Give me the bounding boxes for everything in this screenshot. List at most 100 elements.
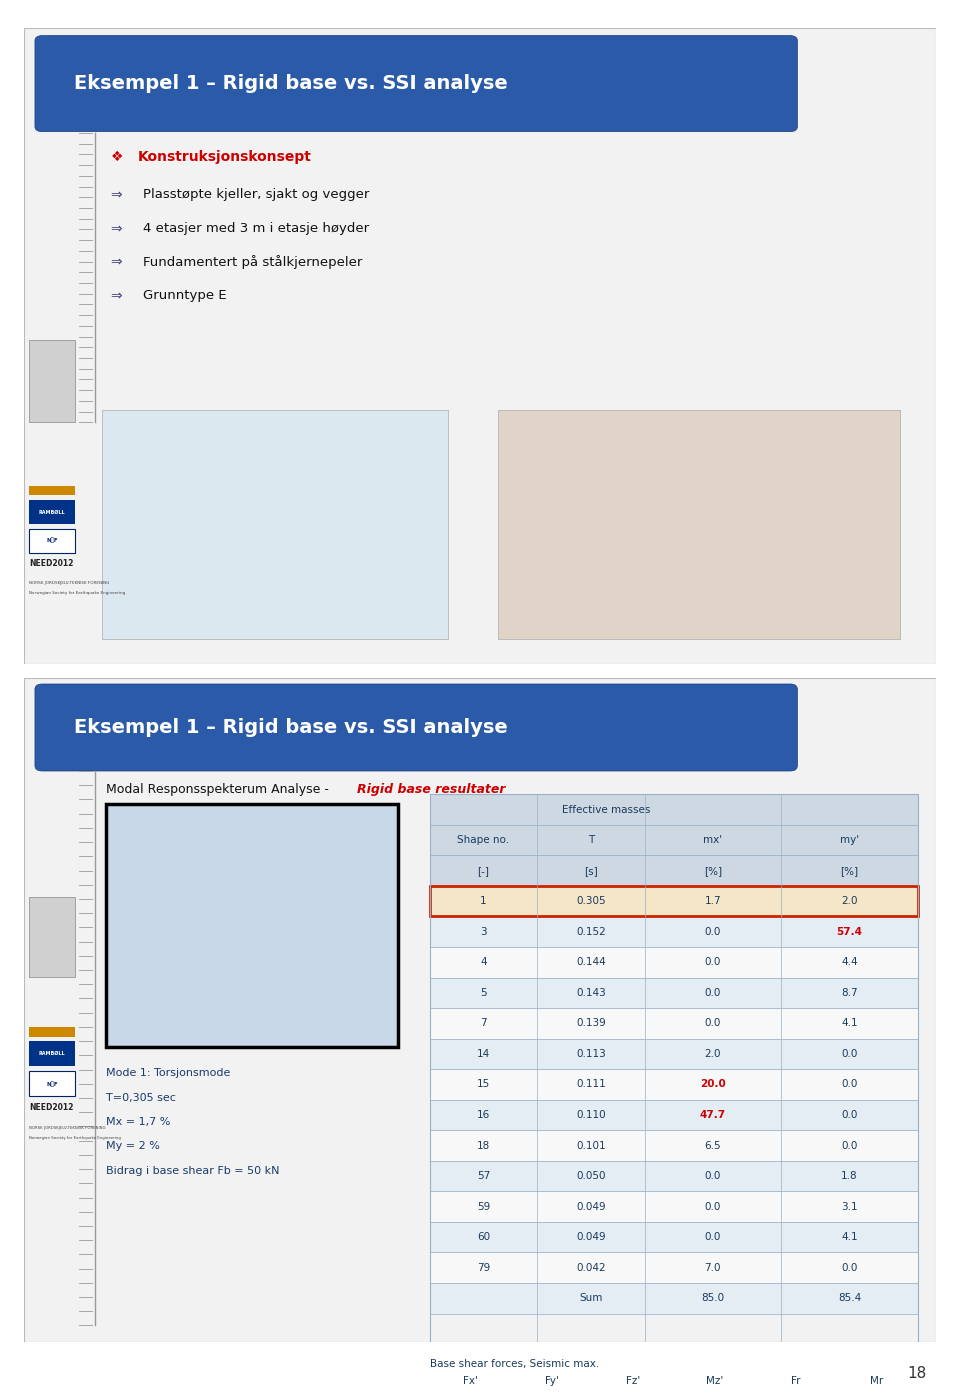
Text: 0.042: 0.042 <box>576 1262 606 1272</box>
Text: 18: 18 <box>477 1141 491 1151</box>
Text: 0.049: 0.049 <box>576 1232 606 1243</box>
Text: 0.0: 0.0 <box>705 1202 721 1212</box>
Text: 3: 3 <box>480 927 487 937</box>
FancyBboxPatch shape <box>30 1026 75 1037</box>
Text: 0.113: 0.113 <box>576 1048 606 1058</box>
Text: 4: 4 <box>480 958 487 967</box>
FancyBboxPatch shape <box>30 500 75 524</box>
Text: ⇒: ⇒ <box>110 187 122 201</box>
Text: Fundamentert på stålkjernepeler: Fundamentert på stålkjernepeler <box>142 254 362 268</box>
Text: Mx = 1,7 %: Mx = 1,7 % <box>106 1117 171 1127</box>
Text: Mr: Mr <box>871 1376 884 1385</box>
Text: Norwegian Society for Earthquake Engineering: Norwegian Society for Earthquake Enginee… <box>30 591 126 596</box>
FancyBboxPatch shape <box>430 1069 918 1100</box>
FancyBboxPatch shape <box>430 1008 918 1039</box>
FancyBboxPatch shape <box>430 856 918 886</box>
Text: 2.0: 2.0 <box>841 896 857 906</box>
Text: 1.7: 1.7 <box>705 896 721 906</box>
Text: 8.7: 8.7 <box>841 988 858 998</box>
FancyBboxPatch shape <box>430 1222 918 1253</box>
FancyBboxPatch shape <box>430 1253 918 1283</box>
Text: 57: 57 <box>477 1172 491 1181</box>
Text: 18: 18 <box>907 1366 926 1381</box>
FancyBboxPatch shape <box>35 35 798 131</box>
Text: Bidrag i base shear Fb = 50 kN: Bidrag i base shear Fb = 50 kN <box>106 1166 279 1176</box>
Text: 2.0: 2.0 <box>705 1048 721 1058</box>
FancyBboxPatch shape <box>24 28 936 664</box>
FancyBboxPatch shape <box>430 1191 918 1222</box>
Text: [s]: [s] <box>584 865 598 875</box>
Text: 4.1: 4.1 <box>841 1018 858 1029</box>
Text: Fr: Fr <box>791 1376 801 1385</box>
Text: 6.5: 6.5 <box>705 1141 721 1151</box>
Text: Eksempel 1 – Rigid base vs. SSI analyse: Eksempel 1 – Rigid base vs. SSI analyse <box>74 717 508 737</box>
Text: [%]: [%] <box>704 865 722 875</box>
Text: Sum: Sum <box>579 1293 603 1303</box>
Text: 47.7: 47.7 <box>700 1110 726 1120</box>
Text: Fx': Fx' <box>463 1376 478 1385</box>
FancyBboxPatch shape <box>430 1160 918 1191</box>
Text: Base shear forces, Seismic max.: Base shear forces, Seismic max. <box>430 1359 599 1369</box>
Text: 0.050: 0.050 <box>576 1172 606 1181</box>
Text: 20.0: 20.0 <box>700 1079 726 1089</box>
Text: 0.0: 0.0 <box>705 988 721 998</box>
Text: 85.0: 85.0 <box>701 1293 725 1303</box>
FancyBboxPatch shape <box>430 1395 918 1398</box>
Text: 0.0: 0.0 <box>705 1232 721 1243</box>
Text: 0.0: 0.0 <box>841 1262 857 1272</box>
Text: [%]: [%] <box>840 865 858 875</box>
Text: my': my' <box>840 835 859 844</box>
Text: Modal Responsspekterum Analyse -: Modal Responsspekterum Analyse - <box>106 783 333 795</box>
FancyBboxPatch shape <box>430 1283 918 1314</box>
FancyBboxPatch shape <box>498 410 900 639</box>
Text: Rigid base resultater: Rigid base resultater <box>357 783 505 795</box>
Text: ⇒: ⇒ <box>110 254 122 268</box>
Text: 0.0: 0.0 <box>841 1079 857 1089</box>
FancyBboxPatch shape <box>30 487 75 495</box>
Text: 0.0: 0.0 <box>841 1141 857 1151</box>
Text: 0.0: 0.0 <box>841 1110 857 1120</box>
Text: 0.305: 0.305 <box>576 896 606 906</box>
Text: 60: 60 <box>477 1232 490 1243</box>
FancyBboxPatch shape <box>30 898 75 977</box>
Text: 7.0: 7.0 <box>705 1262 721 1272</box>
Text: Mode 1: Torsjonsmode: Mode 1: Torsjonsmode <box>106 1068 230 1078</box>
FancyBboxPatch shape <box>106 804 398 1047</box>
Text: 0.0: 0.0 <box>705 1172 721 1181</box>
Text: RAMBØLL: RAMBØLL <box>39 509 65 514</box>
Text: My = 2 %: My = 2 % <box>106 1141 160 1151</box>
Text: 0.0: 0.0 <box>705 958 721 967</box>
Text: 0.0: 0.0 <box>841 1048 857 1058</box>
Text: N⦿F: N⦿F <box>46 538 59 544</box>
Text: NORSK JORDSKJELV-TEKNISK FORENING: NORSK JORDSKJELV-TEKNISK FORENING <box>30 1127 107 1130</box>
Text: 4.4: 4.4 <box>841 958 858 967</box>
Text: Norwegian Society for Earthquake Engineering: Norwegian Society for Earthquake Enginee… <box>30 1137 121 1141</box>
Text: NORSK JORDSKJELV-TEKNISK FORENING: NORSK JORDSKJELV-TEKNISK FORENING <box>30 582 109 586</box>
FancyBboxPatch shape <box>430 886 918 917</box>
Text: Plasstøpte kjeller, sjakt og vegger: Plasstøpte kjeller, sjakt og vegger <box>142 189 369 201</box>
Text: ❖: ❖ <box>110 150 123 164</box>
FancyBboxPatch shape <box>430 794 918 825</box>
Text: 14: 14 <box>477 1048 491 1058</box>
Text: 0.139: 0.139 <box>576 1018 606 1029</box>
Text: T: T <box>588 835 594 844</box>
Text: 16: 16 <box>477 1110 491 1120</box>
Text: 0.0: 0.0 <box>705 1018 721 1029</box>
FancyBboxPatch shape <box>430 1039 918 1069</box>
Text: 7: 7 <box>480 1018 487 1029</box>
FancyBboxPatch shape <box>30 528 75 552</box>
Text: 79: 79 <box>477 1262 491 1272</box>
Text: 0.152: 0.152 <box>576 927 606 937</box>
Text: RAMBØLL: RAMBØLL <box>39 1051 65 1057</box>
FancyBboxPatch shape <box>24 678 936 1342</box>
Text: 57.4: 57.4 <box>836 927 862 937</box>
Text: 5: 5 <box>480 988 487 998</box>
Text: NEED2012: NEED2012 <box>30 1103 74 1111</box>
Text: 0.144: 0.144 <box>576 958 606 967</box>
FancyBboxPatch shape <box>430 825 918 856</box>
Text: 59: 59 <box>477 1202 491 1212</box>
Text: NEED2012: NEED2012 <box>30 559 74 568</box>
Text: Mz': Mz' <box>706 1376 723 1385</box>
FancyBboxPatch shape <box>430 1130 918 1160</box>
FancyBboxPatch shape <box>430 946 918 977</box>
